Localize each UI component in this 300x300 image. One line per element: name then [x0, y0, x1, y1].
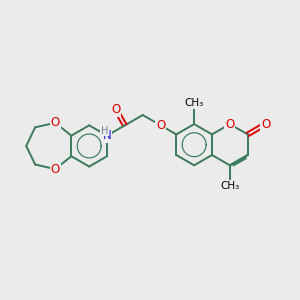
Text: O: O	[51, 116, 60, 129]
Text: O: O	[156, 119, 165, 132]
Text: O: O	[225, 118, 235, 130]
Text: O: O	[261, 118, 270, 130]
Text: N: N	[103, 129, 111, 142]
Text: O: O	[51, 163, 60, 176]
Text: CH₃: CH₃	[220, 181, 239, 191]
Text: CH₃: CH₃	[184, 98, 204, 109]
Text: O: O	[111, 103, 121, 116]
Text: H: H	[101, 126, 108, 136]
